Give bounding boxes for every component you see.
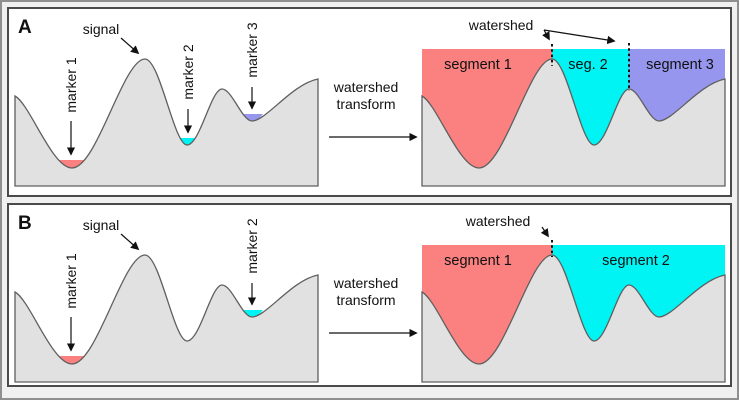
panel-a-marker2-label: marker 2 (180, 44, 196, 99)
panel-a-transform-label-line1: watershed (333, 79, 399, 95)
panel-b: B signal marker 1 marker 2 watershed tra… (7, 203, 732, 387)
panel-a-signal-arrow (120, 37, 140, 55)
panel-b-watershed-arrow (540, 226, 549, 238)
panel-a-watershed-arrow-1 (542, 29, 550, 41)
panel-a-segment3-label: segment 3 (646, 57, 714, 73)
panel-a-watershed-arrow-2 (543, 29, 616, 45)
panel-a-transform-label-line2: transform (336, 96, 395, 112)
panel-b-transform-label-line2: transform (336, 292, 395, 308)
panel-b-segment2-label: segment 2 (602, 253, 670, 269)
panel-a-watershed-label: watershed (468, 17, 534, 33)
panel-b-transform-label-line1: watershed (333, 275, 399, 291)
panel-b-watershed-label: watershed (465, 213, 531, 229)
panel-a: A signal marker 1 marker 2 marker 3 wate… (7, 7, 732, 197)
panel-b-signal-arrow (120, 233, 140, 251)
panel-b-label: B (18, 213, 32, 234)
panel-a-marker1-label: marker 1 (63, 57, 79, 112)
panel-b-marker1-label: marker 1 (63, 253, 79, 308)
panel-a-signal-label: signal (83, 21, 120, 37)
panel-b-segment1-label: segment 1 (444, 253, 512, 269)
panel-b-signal-label: signal (83, 217, 120, 233)
panel-a-segment1-label: segment 1 (444, 57, 512, 73)
panel-b-marker2-label: marker 2 (244, 218, 260, 273)
panel-a-segment2-label: seg. 2 (568, 57, 608, 73)
panel-a-label: A (18, 17, 32, 38)
panel-a-marker3-label: marker 3 (244, 22, 260, 77)
